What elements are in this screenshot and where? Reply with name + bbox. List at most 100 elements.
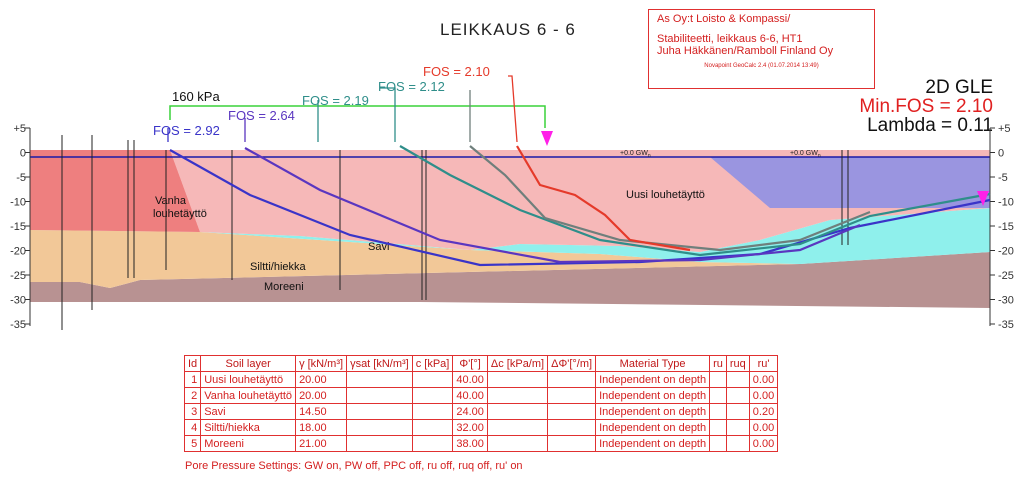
fos-label-2-10: FOS = 2.10 <box>423 64 490 79</box>
table-cell: 21.00 <box>295 435 348 452</box>
table-cell <box>725 435 750 452</box>
label-moreeni: Moreeni <box>264 281 304 293</box>
table-body: 1 Uusi louhetäyttö 20.00 40.00 Independent o… <box>183 371 779 452</box>
table-cell: Independent on depth <box>595 403 711 420</box>
analysis-method: 2D GLE <box>925 77 993 98</box>
slip-surface-2-64 <box>244 147 861 264</box>
table-cell: Vanha louhetäyttö <box>200 387 297 404</box>
table-cell <box>725 403 750 420</box>
label-vanha-2: louhetäyttö <box>153 208 207 220</box>
table-row: 4 Siltti/hiekka 18.00 32.00 Independent on d… <box>183 419 779 436</box>
groundwater-label-right: +0.0 GWn <box>790 150 821 159</box>
table-cell <box>486 387 549 404</box>
water-level-marker <box>977 191 989 206</box>
project-author: Juha Häkkänen/Ramboll Finland Oy <box>657 45 834 57</box>
table-header-cell: γsat [kN/m³] <box>346 355 413 372</box>
table-cell <box>709 435 727 452</box>
pore-pressure-settings: Pore Pressure Settings: GW on, PW off, P… <box>185 460 523 472</box>
table-cell: Independent on depth <box>595 419 711 436</box>
table-cell: Independent on depth <box>595 435 711 452</box>
table-header-cell: ruq <box>725 355 750 372</box>
table-cell: 2 <box>183 387 202 404</box>
table-cell <box>709 403 727 420</box>
elevation-tick-label: -5 <box>16 172 26 184</box>
table-cell <box>411 371 454 388</box>
table-cell: Uusi louhetäyttö <box>200 371 297 388</box>
table-cell: 0.00 <box>748 419 779 436</box>
siltti-layer <box>30 230 800 288</box>
elevation-tick-label: 0 <box>998 148 1004 160</box>
label-siltti: Siltti/hiekka <box>250 261 307 273</box>
table-cell: 3 <box>183 403 202 420</box>
table-row: 2 Vanha louhetäyttö 20.00 40.00 Independent … <box>183 387 779 404</box>
table-cell: 38.00 <box>452 435 488 452</box>
table-header-cell: Δc [kPa/m] <box>486 355 549 372</box>
table-cell <box>709 387 727 404</box>
elevation-tick-label: -5 <box>998 172 1008 184</box>
table-cell: 24.00 <box>452 403 488 420</box>
table-cell <box>486 371 549 388</box>
fos-label-2-19: FOS = 2.19 <box>302 93 369 108</box>
elevation-tick-label: -35 <box>10 319 26 331</box>
table-cell <box>547 403 597 420</box>
project-info-box: As Oy:t Loisto & Kompassi/ Stabiliteetti… <box>648 9 875 89</box>
slip-surface-2-92 <box>169 149 991 267</box>
table-cell: Independent on depth <box>595 387 711 404</box>
table-cell <box>346 435 413 452</box>
table-cell: Moreeni <box>200 435 297 452</box>
table-cell <box>346 387 413 404</box>
vanha-louhetaytto-layer <box>30 150 200 232</box>
elevation-axis-left: +5 0 -5 -10 -15 -20 -25 -30 -35 <box>10 123 31 331</box>
table-cell: 0.00 <box>748 371 779 388</box>
fos-label-2-64: FOS = 2.64 <box>228 108 295 123</box>
critical-point-marker <box>541 131 553 146</box>
section-title: LEIKKAUS 6 - 6 <box>440 20 576 39</box>
elevation-tick-label: -15 <box>10 221 26 233</box>
elevation-tick-label: 0 <box>20 148 26 160</box>
cross-section-diagram: +0.0 GWn +0.0 GWn +5 0 -5 -10 -15 -20 -25 -30 -3… <box>10 64 1014 331</box>
table-cell: 40.00 <box>452 371 488 388</box>
table-header-cell: ru <box>709 355 727 372</box>
table-cell <box>411 387 454 404</box>
table-cell <box>725 419 750 436</box>
load-label: 160 kPa <box>172 89 220 104</box>
table-cell: 14.50 <box>295 403 348 420</box>
elevation-tick-label: -15 <box>998 221 1014 233</box>
table-header-cell: γ [kN/m³] <box>295 355 348 372</box>
table-header-cell: Material Type <box>595 355 711 372</box>
table-cell <box>725 371 750 388</box>
table-header-cell: Soil layer <box>200 355 297 372</box>
elevation-tick-label: -35 <box>998 319 1014 331</box>
table-cell <box>346 371 413 388</box>
slip-surface-2-10 <box>516 145 691 252</box>
analysis-summary: 2D GLE Min.FOS = 2.10 Lambda = 0.11 <box>859 78 993 135</box>
table-cell: 1 <box>183 371 202 388</box>
soil-properties-table: Id Soil layer γ [kN/m³] γsat [kN/m³] c [kPa]… <box>183 355 779 452</box>
table-cell <box>725 387 750 404</box>
table-cell: 0.20 <box>748 403 779 420</box>
elevation-tick-label: -25 <box>10 270 26 282</box>
slip-surface-2-12 <box>469 145 871 252</box>
leader-2-10 <box>508 75 518 143</box>
table-cell: 0.00 <box>748 387 779 404</box>
table-row: 1 Uusi louhetäyttö 20.00 40.00 Independent o… <box>183 371 779 388</box>
table-cell: Siltti/hiekka <box>200 419 297 436</box>
elevation-tick-label: +5 <box>13 123 26 135</box>
label-vanha-1: Vanha <box>155 195 187 207</box>
load-bracket <box>169 105 546 128</box>
project-description: Stabiliteetti, leikkaus 6-6, HT1 <box>657 33 803 45</box>
table-cell <box>411 403 454 420</box>
table-cell: Independent on depth <box>595 371 711 388</box>
table-cell <box>547 371 597 388</box>
table-cell <box>709 371 727 388</box>
borehole-group <box>61 135 849 330</box>
table-cell: 5 <box>183 435 202 452</box>
table-cell <box>709 419 727 436</box>
table-cell: 20.00 <box>295 371 348 388</box>
label-uusi: Uusi louhetäyttö <box>626 189 705 201</box>
table-header-cell: Φ'[°] <box>452 355 488 372</box>
table-cell <box>411 419 454 436</box>
fos-label-2-92: FOS = 2.92 <box>153 123 220 138</box>
elevation-tick-label: -10 <box>10 197 26 209</box>
table-cell: 20.00 <box>295 387 348 404</box>
